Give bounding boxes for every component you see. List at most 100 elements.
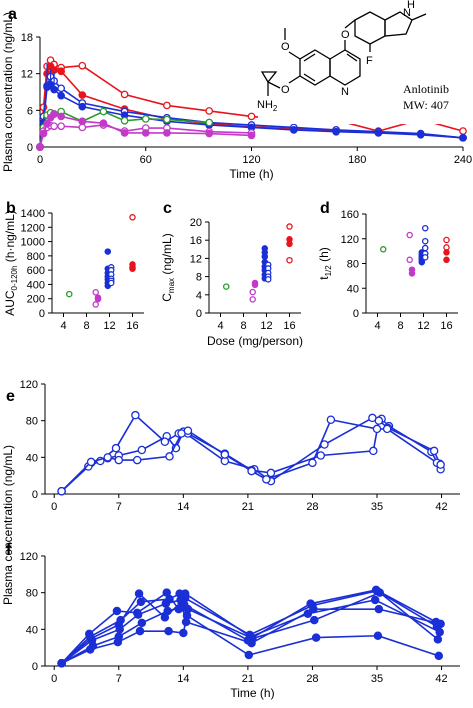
- bond: [344, 19, 356, 29]
- data-point: [114, 455, 124, 465]
- data-point: [78, 123, 87, 132]
- x-tick-label: 0: [51, 673, 57, 685]
- data-point: [183, 426, 193, 435]
- data-point: [50, 122, 58, 131]
- y-axis-label: Plasma concentration (ng/mL): [1, 445, 15, 605]
- x-tick-label: 42: [435, 501, 447, 513]
- y-tick-label: 400: [27, 279, 45, 291]
- data-point: [57, 112, 66, 121]
- data-point: [78, 102, 87, 111]
- y-tick-label: 12: [21, 69, 33, 81]
- x-axis-label: Time (h): [229, 167, 273, 181]
- data-point: [132, 455, 142, 465]
- y-tick-label: 40: [26, 624, 38, 636]
- y-tick-label: 200: [27, 294, 45, 306]
- data-point: [175, 589, 184, 598]
- atom-oxygen-ether: O: [341, 29, 350, 41]
- y-axis-label: AUC0-120h (h·ng/mL): [3, 210, 19, 316]
- data-point: [220, 450, 230, 459]
- data-point: [308, 458, 317, 468]
- data-point: [262, 475, 271, 484]
- molecule-name: Anlotinib: [403, 82, 449, 96]
- data-point: [306, 599, 315, 608]
- atom-hydrogen-indole: H: [407, 0, 415, 11]
- x-tick-label: 35: [371, 673, 383, 685]
- data-point: [135, 626, 145, 636]
- y-tick-label: 20: [190, 217, 202, 229]
- x-tick-label: 16: [126, 320, 138, 332]
- bond: [288, 51, 301, 60]
- data-point: [179, 628, 188, 638]
- scatter-point: [92, 289, 99, 296]
- data-point: [99, 107, 108, 116]
- data-point: [112, 606, 122, 616]
- data-point: [57, 67, 66, 76]
- scatter-point: [104, 248, 112, 255]
- data-point: [160, 437, 170, 446]
- data-point: [50, 66, 58, 74]
- scatter-point: [222, 283, 230, 290]
- y-tick-label: 0: [32, 661, 38, 673]
- data-point: [180, 600, 189, 609]
- data-point: [57, 659, 66, 668]
- data-point: [433, 635, 443, 644]
- y-tick-label: 6: [27, 105, 33, 117]
- y-tick-label: 160: [341, 209, 359, 221]
- atom-nitrogen-quinoline: N: [341, 86, 349, 98]
- data-point: [371, 585, 381, 595]
- data-point: [78, 61, 87, 70]
- y-axis-label: Cmax (ng/mL): [160, 233, 176, 301]
- indole-pyrrole-ring: [384, 11, 413, 37]
- data-point: [36, 143, 44, 151]
- scatter-point: [406, 256, 413, 264]
- x-tick-label: 180: [348, 154, 366, 166]
- y-tick-label: 0: [196, 308, 202, 320]
- y-tick-label: 18: [21, 32, 33, 44]
- x-tick-label: 42: [435, 673, 447, 685]
- data-point: [243, 636, 253, 645]
- y-tick-label: 120: [341, 234, 359, 246]
- scatter-point: [129, 265, 136, 272]
- y-tick-label: 0: [32, 489, 38, 501]
- x-tick-label: 0: [37, 154, 43, 166]
- data-point: [429, 446, 439, 456]
- data-point: [141, 115, 150, 123]
- data-point: [99, 119, 108, 128]
- bond: [288, 75, 301, 84]
- data-point: [459, 133, 467, 142]
- chart-b-auc-vs-dose: 0 200 400 600 800 1000 1200 1400 4 8 12 16 AUC0-120h…: [3, 208, 144, 332]
- data-point: [134, 589, 144, 598]
- chart-e-multi-dose-open: 0 40 80 120 0 7 14 21 28 35 42: [20, 379, 460, 513]
- scatter-point: [418, 259, 426, 266]
- data-point: [205, 118, 214, 127]
- data-point: [39, 129, 48, 138]
- data-point: [247, 466, 256, 476]
- y-tick-label: 40: [347, 283, 359, 295]
- scatter-point: [286, 223, 293, 230]
- y-tick-label: 0: [27, 142, 33, 154]
- data-point: [78, 91, 87, 99]
- y-tick-label: 1400: [21, 208, 45, 220]
- scatter-point: [443, 256, 450, 264]
- data-point: [205, 129, 214, 138]
- x-tick-label: 8: [83, 320, 89, 332]
- y-axis-label: t1/2 (h): [317, 247, 333, 279]
- data-point: [57, 122, 66, 131]
- x-tick-label: 28: [306, 673, 318, 685]
- y-tick-label: 0: [39, 308, 45, 320]
- scatter-point: [251, 279, 259, 287]
- y-axis-label: Plasma concentration (ng/mL): [1, 12, 15, 172]
- data-point: [370, 595, 380, 605]
- bond: [303, 73, 316, 82]
- scatter-point: [406, 231, 413, 239]
- data-point: [435, 627, 444, 637]
- data-point: [247, 112, 256, 121]
- y-tick-label: 600: [27, 265, 45, 277]
- y-tick-label: 80: [26, 588, 38, 600]
- y-tick-label: 800: [27, 251, 45, 263]
- atom-oxygen-linker: O: [281, 84, 290, 96]
- scatter-point: [261, 253, 269, 260]
- data-point: [85, 645, 95, 654]
- y-tick-label: 120: [20, 379, 38, 391]
